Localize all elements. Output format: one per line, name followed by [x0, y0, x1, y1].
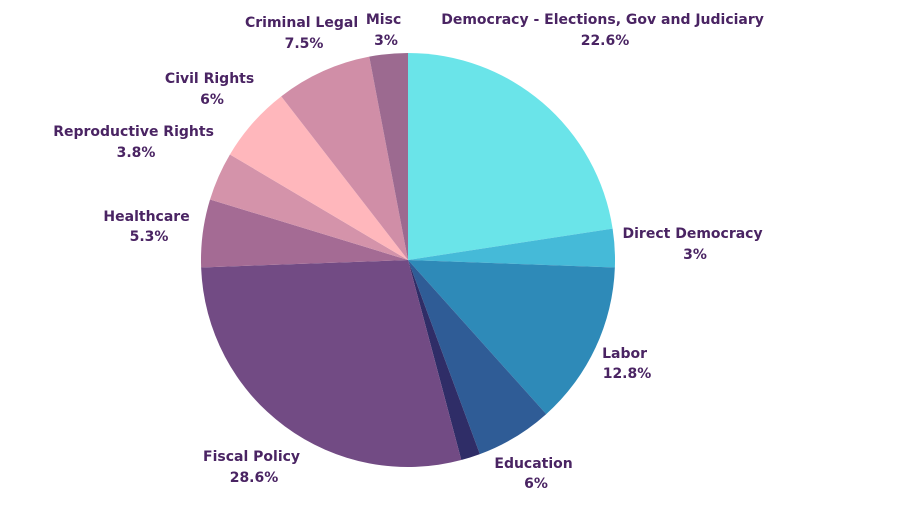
slice-fiscal-policy — [201, 260, 462, 468]
slice-misc — [369, 53, 408, 260]
label-education: Education 6% — [494, 456, 577, 492]
label-direct-democracy-value: 3% — [683, 247, 707, 263]
label-misc: Misc 3% — [366, 12, 406, 49]
label-education-name: Education — [494, 456, 572, 472]
label-fiscal-policy-name: Fiscal Policy — [203, 449, 300, 465]
label-healthcare-name: Healthcare — [103, 209, 189, 225]
slice-reproductive-rights — [210, 154, 408, 260]
label-misc-value: 3% — [374, 33, 398, 49]
slice-education — [408, 260, 547, 455]
label-misc-name: Misc — [366, 12, 401, 28]
pie-labels: Democracy - Elections, Gov and Judiciary… — [53, 12, 769, 492]
label-labor: Labor 12.8% — [602, 346, 652, 382]
label-direct-democracy: Direct Democracy 3% — [623, 226, 768, 263]
slice-labor — [408, 260, 615, 415]
slice-healthcare — [200, 199, 408, 268]
slice-unlabeled-4 — [408, 260, 480, 461]
label-civil-rights: Civil Rights 6% — [165, 71, 259, 108]
slice-direct-democracy — [408, 228, 616, 268]
label-reproductive-rights-name: Reproductive Rights — [53, 124, 214, 140]
label-fiscal-policy-value: 28.6% — [230, 470, 279, 486]
slice-criminal-legal — [281, 56, 408, 260]
pie-slices — [200, 53, 616, 468]
label-democracy: Democracy - Elections, Gov and Judiciary… — [441, 12, 769, 49]
label-labor-name: Labor — [602, 346, 647, 362]
label-healthcare: Healthcare 5.3% — [103, 209, 194, 245]
label-labor-value: 12.8% — [603, 366, 652, 382]
label-democracy-value: 22.6% — [581, 33, 630, 49]
label-healthcare-value: 5.3% — [130, 229, 169, 245]
label-criminal-legal-name: Criminal Legal — [245, 15, 358, 31]
label-civil-rights-value: 6% — [200, 92, 224, 108]
label-reproductive-rights-value: 3.8% — [117, 145, 156, 161]
slice-democracy-elections-gov-and-judiciary — [408, 53, 613, 260]
label-civil-rights-name: Civil Rights — [165, 71, 254, 87]
label-democracy-name: Democracy - Elections, Gov and Judiciary — [441, 12, 764, 28]
label-criminal-legal: Criminal Legal 7.5% — [245, 15, 363, 52]
label-reproductive-rights: Reproductive Rights 3.8% — [53, 124, 219, 161]
label-fiscal-policy: Fiscal Policy 28.6% — [203, 449, 305, 486]
label-criminal-legal-value: 7.5% — [285, 36, 324, 52]
slice-civil-rights — [229, 96, 408, 260]
label-education-value: 6% — [524, 476, 548, 492]
label-direct-democracy-name: Direct Democracy — [623, 226, 763, 242]
